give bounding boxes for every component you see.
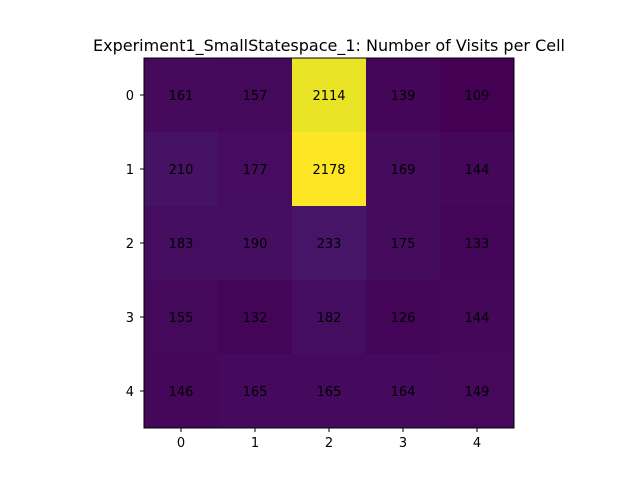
cell-value-label-r3-c2: 182: [317, 311, 342, 326]
cell-value-label-r3-c3: 126: [391, 311, 416, 326]
cell-value-label-r0-c2: 2114: [312, 89, 345, 104]
heatmap-cell-r3-c0: [144, 280, 219, 355]
cell-value-label-r3-c1: 132: [243, 311, 268, 326]
cell-value-label-r1-c1: 177: [243, 163, 268, 178]
heatmap-cell-r3-c3: [366, 280, 441, 355]
cell-value-label-r1-c3: 169: [391, 163, 416, 178]
cell-value-label-r2-c2: 233: [317, 237, 342, 252]
cell-value-label-r4-c4: 149: [465, 385, 490, 400]
x-axis: 0 1 2 3 4: [177, 428, 481, 451]
heatmap-cell-r0-c4: [440, 58, 515, 133]
heatmap-cell-r1-c2: [292, 132, 367, 207]
cell-value-label-r0-c0: 161: [169, 89, 194, 104]
y-tick-label-4: 4: [126, 385, 134, 400]
heatmap-cell-r3-c2: [292, 280, 367, 355]
heatmap-cell-r2-c4: [440, 206, 515, 281]
x-tick-label-4: 4: [473, 436, 481, 451]
cell-value-label-r0-c4: 109: [465, 89, 490, 104]
cell-value-label-r4-c0: 146: [169, 385, 194, 400]
heatmap-cell-r2-c1: [218, 206, 293, 281]
cell-value-label-r2-c0: 183: [169, 237, 194, 252]
heatmap-cell-r3-c1: [218, 280, 293, 355]
cell-value-label-r1-c4: 144: [465, 163, 490, 178]
cell-value-labels: 161 157 2114 139 109 210 177 2178 169 144 183 190 23…: [169, 89, 490, 400]
x-tick-label-2: 2: [325, 436, 333, 451]
cell-value-label-r2-c1: 190: [243, 237, 268, 252]
heatmap-cell-r1-c3: [366, 132, 441, 207]
cell-value-label-r4-c2: 165: [317, 385, 342, 400]
cell-value-label-r3-c4: 144: [465, 311, 490, 326]
heatmap-cell-r4-c4: [440, 354, 515, 429]
heatmap-cell-r1-c0: [144, 132, 219, 207]
heatmap-cell-r1-c1: [218, 132, 293, 207]
heatmap-cell-r0-c0: [144, 58, 219, 133]
heatmap-cell-r4-c0: [144, 354, 219, 429]
cell-value-label-r2-c4: 133: [465, 237, 490, 252]
heatmap-cell-r4-c3: [366, 354, 441, 429]
y-axis: 0 1 2 3 4: [126, 89, 144, 400]
y-tick-label-3: 3: [126, 311, 134, 326]
heatmap-cell-r0-c1: [218, 58, 293, 133]
y-tick-label-1: 1: [126, 163, 134, 178]
heatmap-cell-r1-c4: [440, 132, 515, 207]
cell-value-label-r0-c3: 139: [391, 89, 416, 104]
heatmap-cell-r3-c4: [440, 280, 515, 355]
chart-title: Experiment1_SmallStatespace_1: Number of…: [93, 36, 565, 56]
heatmap-cell-r0-c2: [292, 58, 367, 133]
heatmap-cell-r2-c2: [292, 206, 367, 281]
cell-value-label-r1-c2: 2178: [312, 163, 345, 178]
x-tick-label-0: 0: [177, 436, 185, 451]
heatmap-cell-r0-c3: [366, 58, 441, 133]
heatmap-cells: [144, 58, 515, 429]
cell-value-label-r0-c1: 157: [243, 89, 268, 104]
cell-value-label-r2-c3: 175: [391, 237, 416, 252]
cell-value-label-r3-c0: 155: [169, 311, 194, 326]
heatmap-cell-r2-c3: [366, 206, 441, 281]
x-tick-label-1: 1: [251, 436, 259, 451]
heatmap-cell-r4-c2: [292, 354, 367, 429]
heatmap-cell-r4-c1: [218, 354, 293, 429]
y-tick-label-2: 2: [126, 237, 134, 252]
cell-value-label-r4-c3: 164: [391, 385, 416, 400]
cell-value-label-r4-c1: 165: [243, 385, 268, 400]
x-tick-label-3: 3: [399, 436, 407, 451]
y-tick-label-0: 0: [126, 89, 134, 104]
heatmap-cell-r2-c0: [144, 206, 219, 281]
cell-value-label-r1-c0: 210: [169, 163, 194, 178]
